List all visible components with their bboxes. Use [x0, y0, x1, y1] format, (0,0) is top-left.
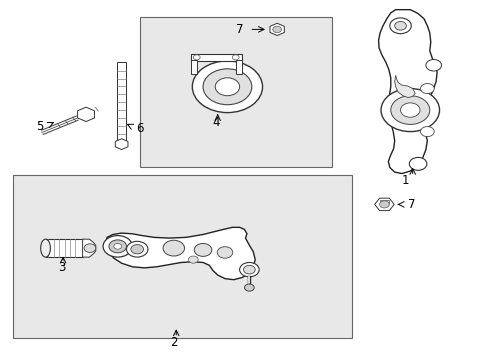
Circle shape	[379, 201, 388, 208]
Circle shape	[239, 262, 259, 277]
Circle shape	[389, 18, 410, 34]
Bar	[379, 200, 388, 203]
Bar	[13, 175, 351, 338]
Circle shape	[114, 243, 122, 249]
Bar	[140, 17, 331, 167]
Polygon shape	[106, 227, 255, 280]
Bar	[117, 62, 126, 141]
Circle shape	[425, 59, 441, 71]
Circle shape	[109, 240, 126, 253]
Text: 7: 7	[407, 198, 414, 211]
Polygon shape	[82, 239, 96, 257]
Circle shape	[244, 284, 254, 291]
Text: 2: 2	[170, 336, 177, 348]
Text: 4: 4	[212, 116, 220, 129]
Polygon shape	[394, 75, 414, 98]
Polygon shape	[78, 107, 94, 122]
Circle shape	[163, 240, 184, 256]
Circle shape	[243, 265, 255, 274]
Circle shape	[380, 89, 439, 132]
Circle shape	[188, 256, 198, 263]
Circle shape	[394, 22, 406, 30]
Bar	[236, 59, 242, 74]
Circle shape	[192, 61, 262, 113]
Circle shape	[390, 96, 429, 125]
Text: 3: 3	[59, 261, 66, 274]
Text: 7: 7	[235, 23, 243, 36]
Circle shape	[215, 78, 239, 96]
Polygon shape	[374, 198, 393, 211]
Ellipse shape	[41, 239, 50, 257]
Circle shape	[408, 157, 426, 170]
Circle shape	[131, 244, 143, 254]
Circle shape	[272, 26, 281, 33]
Circle shape	[193, 55, 200, 60]
Circle shape	[400, 103, 419, 117]
Circle shape	[420, 127, 433, 136]
Bar	[190, 54, 242, 61]
Polygon shape	[378, 10, 436, 174]
Text: 5: 5	[36, 121, 43, 134]
Polygon shape	[269, 23, 284, 36]
Circle shape	[194, 243, 211, 256]
Polygon shape	[115, 139, 128, 149]
Circle shape	[420, 84, 433, 94]
Circle shape	[126, 241, 148, 257]
Bar	[45, 239, 82, 257]
Circle shape	[203, 69, 251, 105]
Circle shape	[103, 235, 132, 257]
Text: 1: 1	[401, 174, 408, 186]
Circle shape	[84, 244, 96, 252]
Text: 6: 6	[136, 122, 143, 135]
Circle shape	[232, 55, 239, 60]
Circle shape	[217, 247, 232, 258]
Bar	[190, 59, 196, 74]
